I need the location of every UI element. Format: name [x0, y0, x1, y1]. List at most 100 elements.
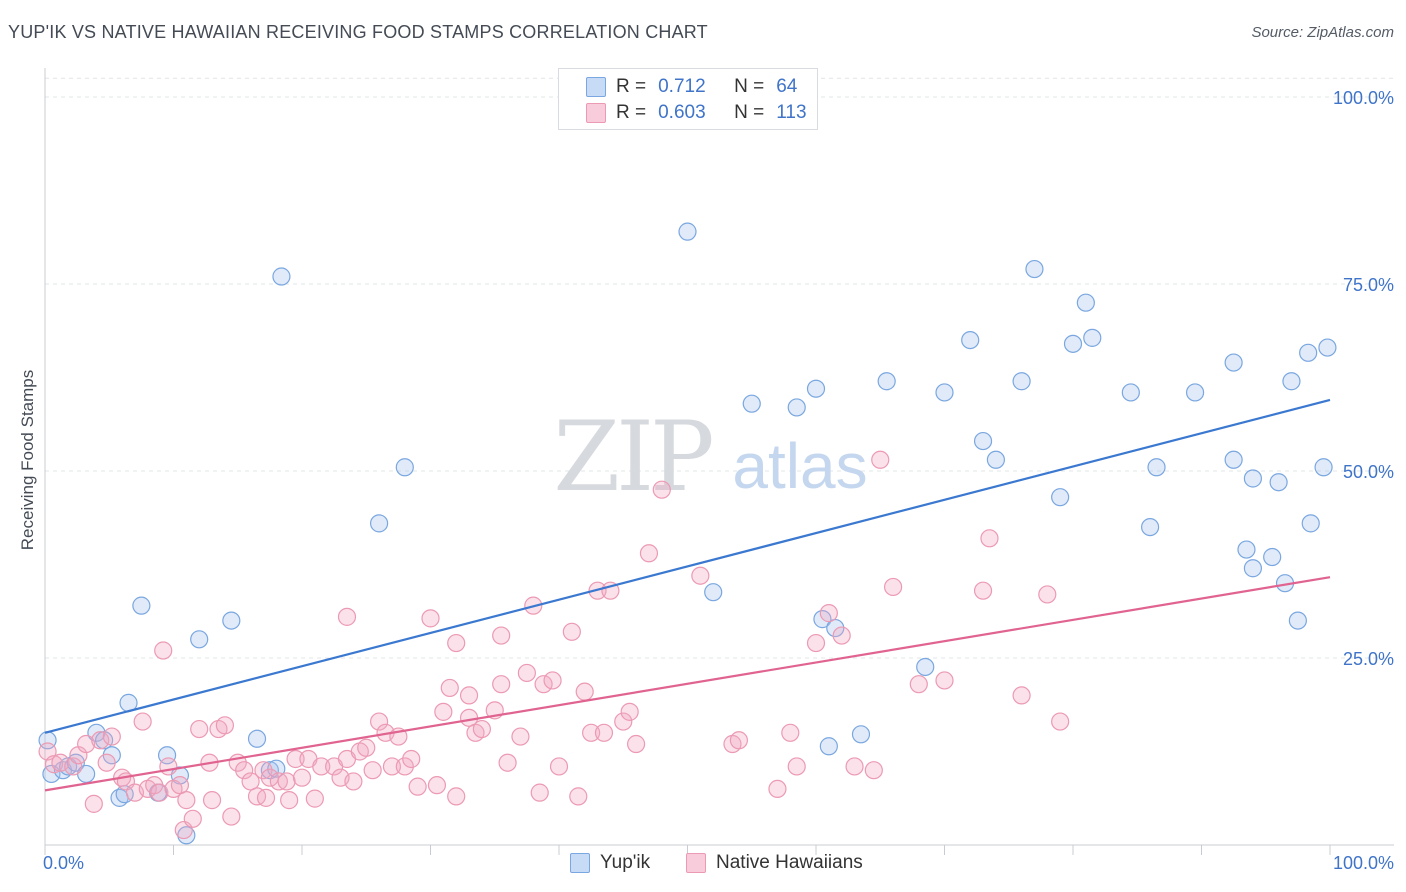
axes: [44, 68, 1394, 855]
yupik-point: [704, 583, 723, 602]
yupik-point: [1243, 469, 1263, 488]
legend-label-hawaiian: Native Hawaiians: [716, 852, 863, 873]
correlation-legend: R = 0.712 N = 64 R = 0.603 N = 113: [558, 68, 818, 130]
native-hawaiian-point: [408, 777, 427, 796]
native-hawaiian-point: [768, 779, 787, 799]
yupik-point: [1263, 547, 1282, 567]
legend-item-yupik: Yup'ik: [570, 852, 650, 874]
yupik-point: [961, 331, 980, 350]
native-hawaiian-point: [492, 626, 511, 645]
n-label: N =: [734, 102, 765, 123]
legend-row-hawaiian: R = 0.603 N = 113: [559, 100, 807, 126]
y-tick-label: 75.0%: [1343, 275, 1394, 295]
chart-title: YUP'IK VS NATIVE HAWAIIAN RECEIVING FOOD…: [8, 22, 708, 42]
native-hawaiian-point: [447, 633, 466, 653]
native-hawaiian-point: [292, 768, 312, 787]
yupik-point: [826, 618, 845, 638]
yupik-point: [1012, 372, 1031, 391]
tick-labels: 100.0% 75.0% 50.0% 25.0% 0.0% 100.0%: [43, 88, 1394, 873]
yupik-point: [1243, 559, 1263, 578]
native-hawaiian-point: [305, 789, 324, 808]
native-hawaiian-point: [133, 712, 152, 731]
n-value: 64: [776, 76, 798, 97]
y-tick-label: 50.0%: [1343, 462, 1394, 482]
native-hawaiian-point: [254, 761, 273, 780]
native-hawaiian-point: [370, 712, 389, 731]
yupik-point: [1140, 517, 1160, 537]
yupik-point: [1301, 514, 1320, 533]
native-hawaiian-point: [980, 529, 999, 548]
yupik-point: [1224, 450, 1243, 469]
native-hawaiian-point: [170, 776, 190, 795]
native-hawaiian-point: [472, 719, 491, 739]
native-hawaiian-point: [434, 702, 453, 721]
native-hawaiian-point: [729, 731, 749, 750]
legend-swatch-hawaiian: [686, 853, 706, 873]
native-hawaiian-point: [215, 716, 234, 735]
native-hawaiian-point: [177, 791, 196, 810]
native-hawaiian-point: [202, 791, 222, 810]
yupik-point: [1237, 540, 1256, 559]
native-hawaiian-point: [97, 753, 116, 772]
series-legend: Yup'ik Native Hawaiians: [0, 852, 1406, 878]
native-hawaiian-point: [1051, 712, 1070, 731]
yupik-point: [247, 729, 267, 748]
native-hawaiian-point: [395, 757, 414, 776]
native-hawaiian-point: [427, 776, 447, 795]
native-hawaiian-point: [421, 609, 440, 628]
yupik-point: [1083, 328, 1102, 347]
native-hawaiian-point: [312, 757, 331, 776]
yupik-point: [851, 725, 871, 744]
native-hawaiian-point: [819, 604, 838, 623]
native-hawaiian-point: [280, 791, 299, 810]
native-hawaiian-point: [691, 566, 710, 585]
yupik-point: [1185, 383, 1205, 402]
yupik-trend-line: [44, 398, 1331, 734]
yupik-point: [1025, 259, 1044, 279]
native-hawaiian-point: [517, 663, 536, 683]
yupik-point: [973, 431, 993, 451]
source-label: Source: ZipAtlas.com: [1251, 24, 1394, 41]
native-hawaiian-point: [77, 734, 96, 754]
native-hawaiian-point: [247, 787, 267, 806]
native-hawaiian-point: [344, 772, 363, 791]
native-hawaiian-point: [190, 719, 209, 739]
native-hawaiian-point: [864, 761, 883, 780]
watermark-atlas: atlas: [732, 430, 867, 502]
watermark: ZIP atlas: [553, 401, 867, 513]
native-hawaiian-point: [652, 480, 671, 499]
native-hawaiian-point: [806, 633, 826, 653]
native-hawaiian-point: [241, 772, 260, 791]
native-hawaiian-point: [256, 788, 276, 807]
legend-row-yupik: R = 0.712 N = 64: [559, 74, 797, 100]
native-hawaiian-point: [575, 682, 594, 701]
watermark-zip: ZIP: [553, 401, 712, 513]
native-hawaiian-point: [277, 772, 296, 791]
yupik-point: [370, 514, 389, 533]
yupik-point: [1076, 293, 1095, 312]
native-hawaiian-point: [534, 675, 553, 694]
yupik-point: [916, 657, 935, 677]
native-hawaiian-point: [440, 678, 459, 698]
yupik-point: [806, 379, 826, 398]
trend-lines: [44, 398, 1331, 792]
native-hawaiian-point: [626, 734, 646, 754]
legend-label-yupik: Yup'ik: [600, 852, 651, 873]
native-hawaiian-point: [269, 772, 288, 791]
yupik-point: [678, 222, 697, 241]
yupik-point: [395, 458, 414, 477]
native-hawaiian-point: [569, 787, 588, 806]
native-hawaiian-point: [498, 753, 517, 772]
yupik-point: [1051, 488, 1070, 507]
yupik-point: [1318, 338, 1337, 357]
native-hawaiian-point: [286, 749, 305, 769]
native-hawaiian-point: [222, 807, 241, 826]
native-hawaiian-point: [549, 757, 569, 776]
native-hawaiian-point: [594, 723, 614, 742]
yupik-point: [935, 383, 954, 402]
native-hawaiian-point: [620, 702, 639, 721]
yupik-point: [819, 737, 838, 756]
native-hawaiian-point: [614, 712, 633, 731]
native-hawaiian-point: [492, 675, 511, 694]
yupik-point: [190, 630, 209, 649]
